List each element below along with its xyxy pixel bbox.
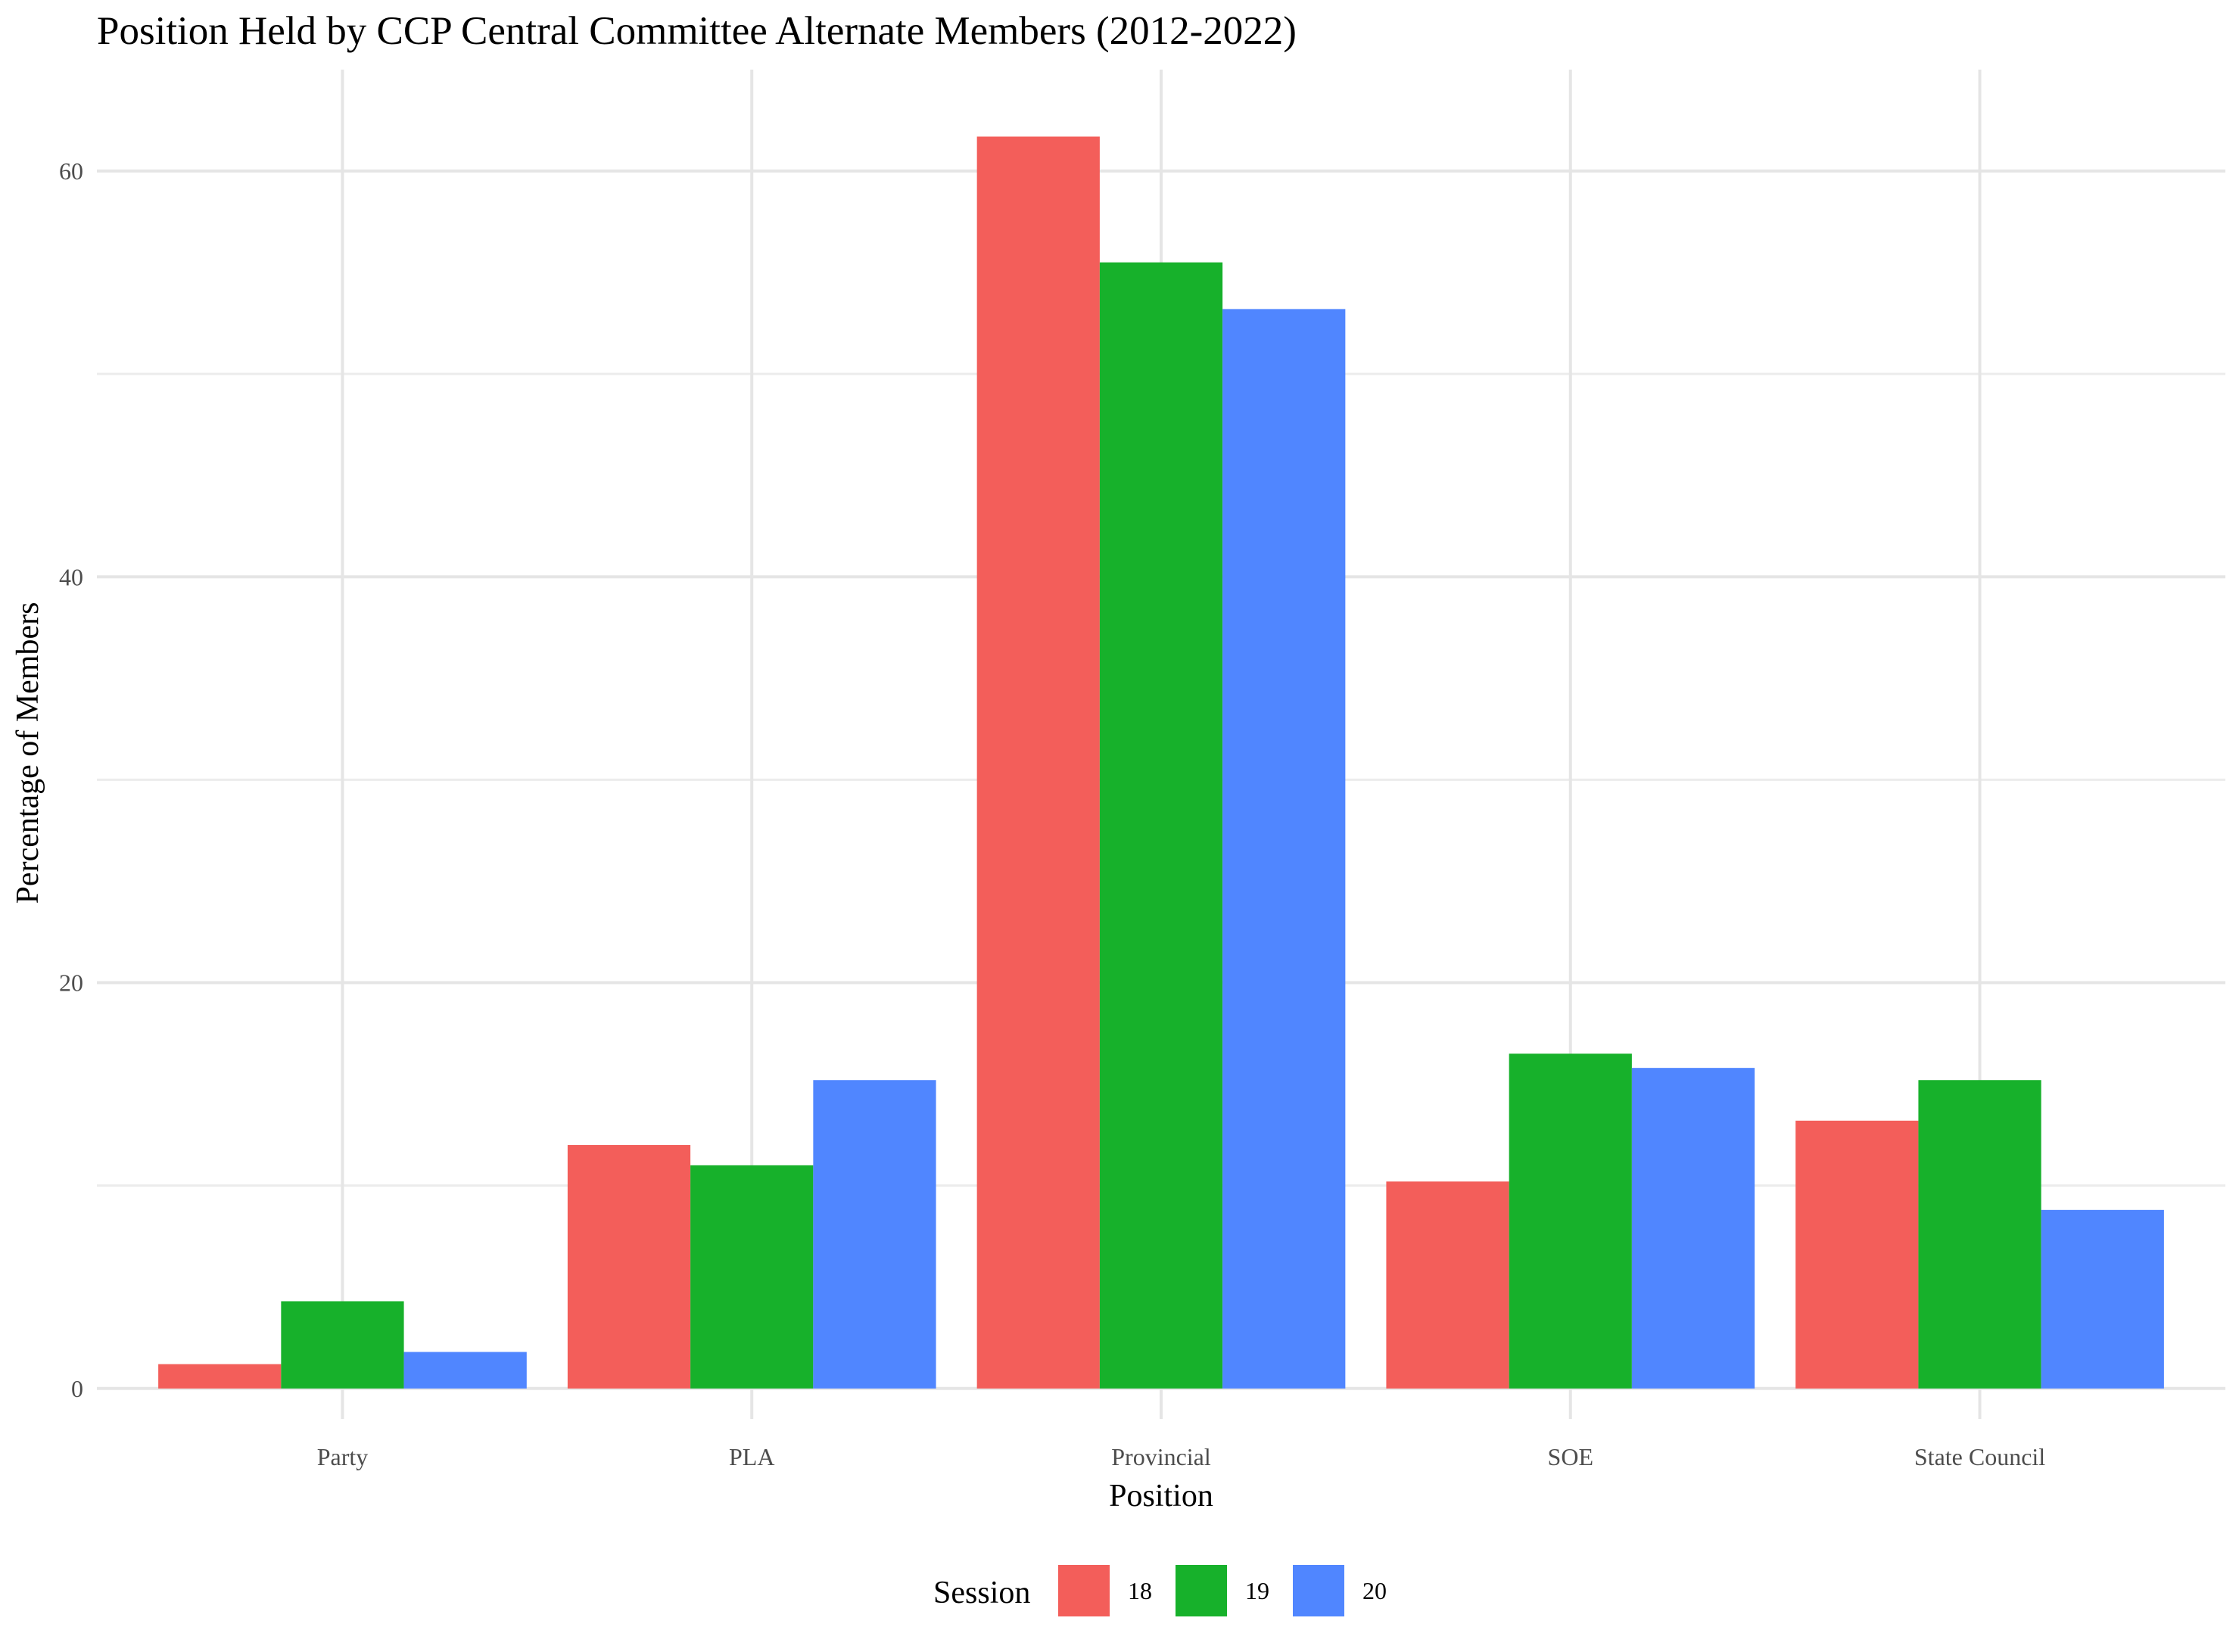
legend-key bbox=[1058, 1565, 1110, 1616]
bar bbox=[1918, 1080, 2041, 1389]
bar bbox=[567, 1145, 691, 1389]
y-axis-title: Percentage of Members bbox=[11, 602, 45, 904]
legend-label: 20 bbox=[1362, 1577, 1387, 1604]
bar bbox=[1795, 1120, 1919, 1389]
y-tick-label: 60 bbox=[59, 157, 83, 185]
legend-key bbox=[1176, 1565, 1227, 1616]
bar bbox=[1509, 1053, 1632, 1389]
bar bbox=[1386, 1181, 1509, 1389]
bar bbox=[2041, 1209, 2164, 1389]
bars bbox=[158, 136, 2164, 1389]
legend: Session 18 19 20 bbox=[933, 1565, 1387, 1616]
bar bbox=[1099, 262, 1223, 1389]
bar bbox=[158, 1364, 282, 1389]
bar bbox=[1222, 309, 1346, 1389]
chart-title: Position Held by CCP Central Committee A… bbox=[97, 9, 1297, 53]
y-axis-ticks: 0 20 40 60 bbox=[59, 157, 83, 1402]
x-tick-label: State Council bbox=[1914, 1443, 2045, 1470]
bar bbox=[976, 136, 1100, 1389]
legend-key bbox=[1293, 1565, 1344, 1616]
x-axis-ticks: Party PLA Provincial SOE State Council bbox=[317, 1443, 2046, 1470]
bar bbox=[813, 1080, 936, 1389]
bar bbox=[690, 1165, 814, 1389]
bar bbox=[403, 1352, 527, 1389]
legend-label: 18 bbox=[1128, 1577, 1152, 1604]
x-axis-title: Position bbox=[1109, 1479, 1213, 1514]
bar bbox=[1631, 1068, 1755, 1389]
x-tick-label: SOE bbox=[1548, 1443, 1593, 1470]
x-tick-label: PLA bbox=[729, 1443, 774, 1470]
y-tick-label: 40 bbox=[59, 563, 83, 590]
x-tick-label: Party bbox=[317, 1443, 369, 1470]
y-tick-label: 20 bbox=[59, 969, 83, 997]
legend-title: Session bbox=[933, 1576, 1030, 1610]
bar bbox=[281, 1301, 404, 1389]
legend-label: 19 bbox=[1245, 1577, 1269, 1604]
y-tick-label: 0 bbox=[71, 1375, 83, 1402]
x-tick-label: Provincial bbox=[1111, 1443, 1211, 1470]
